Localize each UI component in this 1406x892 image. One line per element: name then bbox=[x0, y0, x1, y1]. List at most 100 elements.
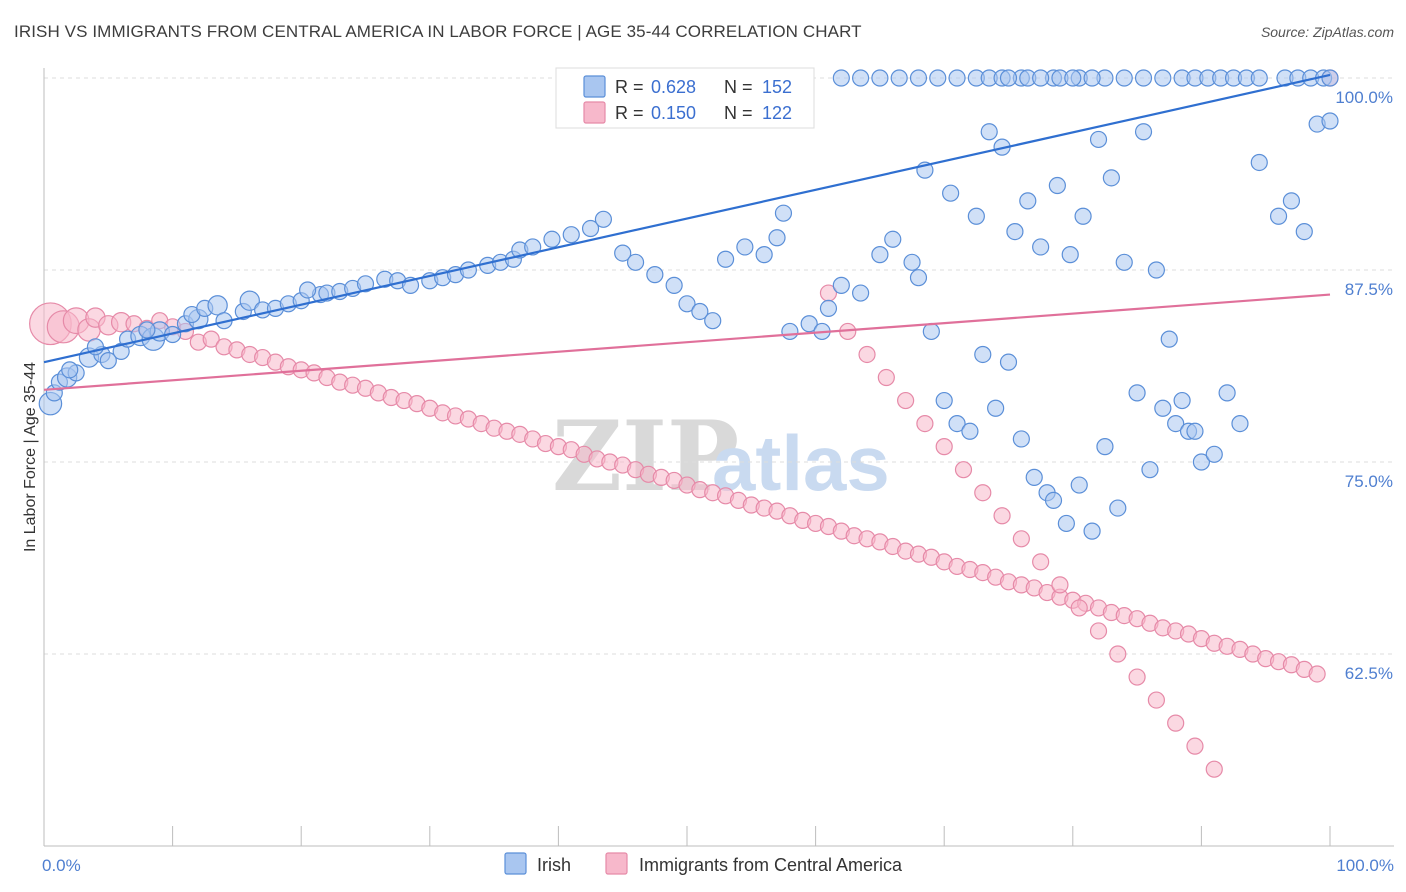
irish-point bbox=[935, 391, 953, 410]
irish-point bbox=[999, 353, 1018, 371]
irish-point bbox=[980, 123, 998, 141]
irish-point bbox=[299, 281, 317, 299]
x-tick-labels: 0.0% 100.0% bbox=[42, 856, 1394, 875]
central-america-point bbox=[1205, 760, 1223, 778]
legend-irish-n-label: N = bbox=[724, 77, 753, 97]
irish-point bbox=[1070, 476, 1088, 494]
irish-point bbox=[909, 69, 928, 87]
central-america-point bbox=[1012, 530, 1030, 548]
irish-point bbox=[1134, 69, 1153, 87]
irish-point bbox=[948, 415, 966, 433]
irish-point bbox=[356, 275, 375, 293]
irish-point bbox=[942, 184, 960, 202]
irish-point bbox=[871, 69, 889, 87]
top-legend: R = 0.628 N = 152 R = 0.150 N = 122 bbox=[555, 67, 815, 129]
irish-point bbox=[768, 229, 786, 247]
y-tick-label: 62.5% bbox=[1345, 664, 1393, 683]
irish-point bbox=[1128, 384, 1146, 402]
axes bbox=[43, 68, 1394, 847]
irish-point bbox=[646, 266, 664, 284]
irish-point bbox=[1250, 69, 1268, 87]
trend-lines bbox=[43, 73, 1331, 391]
irish-point bbox=[755, 246, 773, 264]
irish-point bbox=[974, 345, 992, 364]
irish-point bbox=[1115, 253, 1133, 271]
legend-irish-r-label: R = bbox=[615, 77, 644, 97]
irish-point bbox=[594, 210, 613, 228]
central-america-trend-line bbox=[43, 293, 1331, 391]
irish-point bbox=[562, 226, 580, 244]
central-america-points bbox=[29, 69, 1339, 778]
irish-point bbox=[99, 352, 117, 370]
irish-point bbox=[1134, 123, 1153, 141]
irish-point bbox=[1321, 112, 1339, 130]
irish-point bbox=[1218, 384, 1236, 402]
irish-point bbox=[1154, 399, 1172, 417]
central-america-point bbox=[1032, 553, 1050, 571]
irish-point bbox=[704, 312, 722, 330]
irish-point bbox=[1231, 415, 1249, 433]
irish-point bbox=[1160, 330, 1178, 348]
irish-point bbox=[1083, 69, 1101, 87]
bottom-legend-central-label: Immigrants from Central America bbox=[639, 855, 903, 875]
irish-point bbox=[852, 69, 870, 87]
irish-point bbox=[1147, 261, 1165, 279]
irish-point bbox=[1019, 192, 1037, 210]
irish-point bbox=[239, 290, 260, 311]
irish-point bbox=[1089, 130, 1108, 149]
bottom-legend-central-swatch bbox=[605, 852, 628, 875]
irish-point bbox=[1186, 422, 1204, 440]
legend-central-n-label: N = bbox=[724, 103, 753, 123]
bottom-legend-irish-swatch bbox=[504, 852, 527, 875]
central-america-point bbox=[897, 391, 915, 410]
y-tick-label: 87.5% bbox=[1345, 280, 1393, 299]
source-credit: Source: ZipAtlas.com bbox=[1260, 24, 1394, 40]
central-america-point bbox=[974, 484, 992, 502]
irish-point bbox=[1044, 491, 1063, 509]
irish-point bbox=[1032, 238, 1050, 256]
legend-irish-r-value: 0.628 bbox=[651, 77, 696, 97]
irish-point bbox=[581, 219, 600, 238]
irish-point bbox=[614, 244, 632, 262]
central-america-point bbox=[1089, 622, 1108, 640]
x-tick-label: 100.0% bbox=[1336, 856, 1394, 875]
irish-point bbox=[524, 238, 542, 256]
central-america-point bbox=[993, 507, 1011, 525]
legend-central-r-label: R = bbox=[615, 103, 644, 123]
irish-point bbox=[138, 321, 156, 339]
irish-point bbox=[1083, 522, 1101, 540]
central-america-point bbox=[202, 330, 220, 348]
irish-point bbox=[961, 422, 979, 440]
legend-irish-swatch bbox=[583, 75, 606, 98]
bottom-legend: Irish Immigrants from Central America bbox=[504, 852, 903, 875]
irish-point bbox=[626, 253, 645, 271]
irish-point bbox=[903, 253, 921, 271]
irish-point bbox=[1250, 153, 1268, 172]
legend-central-n-value: 122 bbox=[762, 103, 792, 123]
central-america-point bbox=[916, 415, 934, 433]
x-tick-label: 0.0% bbox=[42, 856, 81, 875]
irish-point bbox=[1025, 468, 1043, 486]
irish-point bbox=[999, 69, 1018, 87]
irish-point bbox=[1048, 176, 1066, 195]
irish-point bbox=[890, 69, 908, 87]
central-america-point bbox=[1308, 665, 1326, 683]
legend-central-r-value: 0.150 bbox=[651, 103, 696, 123]
irish-point bbox=[716, 250, 735, 268]
central-america-point bbox=[954, 461, 973, 479]
central-america-point bbox=[1070, 599, 1088, 617]
irish-point bbox=[929, 69, 947, 87]
irish-point bbox=[852, 284, 870, 302]
irish-point bbox=[1282, 192, 1301, 210]
central-america-point bbox=[1109, 645, 1127, 663]
irish-point bbox=[1173, 391, 1191, 410]
bottom-legend-irish-label: Irish bbox=[537, 855, 571, 875]
irish-point bbox=[832, 69, 850, 87]
irish-point bbox=[1057, 514, 1075, 533]
irish-point bbox=[691, 302, 709, 321]
irish-point bbox=[948, 69, 966, 87]
irish-point bbox=[1192, 453, 1211, 471]
y-tick-label: 100.0% bbox=[1335, 88, 1393, 107]
irish-point bbox=[1115, 69, 1133, 87]
